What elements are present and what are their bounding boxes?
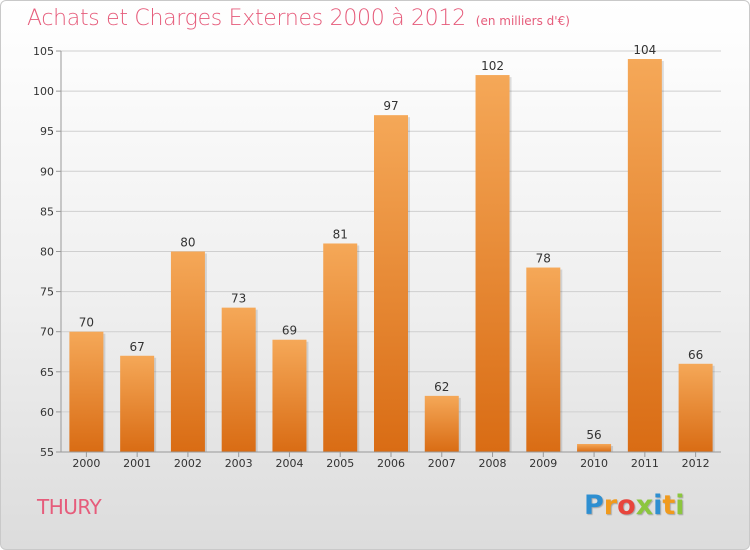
bar-value-label: 67	[130, 340, 145, 354]
logo-letter: r	[603, 490, 618, 521]
x-tick-label: 2002	[174, 457, 202, 470]
y-tick-label: 65	[40, 366, 54, 379]
bars	[69, 59, 715, 453]
x-tick-label: 2009	[529, 457, 557, 470]
bar	[120, 355, 155, 452]
x-tick-label: 2004	[275, 457, 303, 470]
logo-letter: x	[635, 490, 654, 521]
y-tick-label: 100	[33, 85, 54, 98]
x-tick-label: 2005	[326, 457, 354, 470]
bar-value-label: 78	[536, 252, 551, 266]
bar	[475, 75, 510, 452]
bar-value-label: 66	[688, 348, 703, 362]
bar-value-label: 97	[383, 99, 398, 113]
x-tick-label: 2006	[377, 457, 405, 470]
y-tick-label: 80	[40, 246, 54, 259]
chart-title-block: Achats et Charges Externes 2000 à 2012 (e…	[27, 6, 570, 31]
bar-value-label: 62	[434, 380, 449, 394]
bar	[69, 331, 104, 452]
chart-unit: (en milliers d'€)	[475, 14, 570, 28]
chart-title: Achats et Charges Externes 2000 à 2012	[27, 6, 466, 31]
y-tick-label: 95	[40, 125, 54, 138]
bar-value-label: 73	[231, 292, 246, 306]
x-tick-label: 2010	[580, 457, 608, 470]
y-tick-label: 105	[33, 45, 54, 58]
bar-value-label: 104	[633, 43, 656, 57]
y-tick-label: 90	[40, 165, 54, 178]
bar-value-label: 70	[79, 316, 94, 330]
x-tick-label: 2008	[479, 457, 507, 470]
x-tick-label: 2000	[72, 457, 100, 470]
bar	[272, 339, 307, 452]
bar-value-label: 81	[333, 227, 348, 241]
labels: 70 67 80 73 69 81 97 62 102 78 56 104 66	[79, 43, 704, 442]
bar-value-label: 69	[282, 324, 297, 338]
logo-letter: t	[662, 490, 676, 521]
y-tick-label: 60	[40, 406, 54, 419]
y-tick-label: 85	[40, 205, 54, 218]
y-tick-label: 55	[40, 446, 54, 459]
bar	[424, 395, 459, 452]
x-tick-label: 2012	[682, 457, 710, 470]
bar	[170, 251, 205, 452]
bar	[374, 115, 408, 452]
x-tick-label: 2003	[225, 457, 253, 470]
x-tick-label: 2007	[428, 457, 456, 470]
commune-name: THURY	[37, 495, 102, 519]
bar	[323, 243, 358, 452]
bar	[577, 443, 612, 452]
logo-letter: i	[653, 490, 663, 521]
y-tick-label: 75	[40, 286, 54, 299]
logo-letter: i	[675, 490, 685, 521]
bar-value-label: 56	[586, 428, 601, 442]
bar	[678, 363, 713, 452]
x-tick-label: 2001	[123, 457, 151, 470]
logo-letter: P	[584, 490, 604, 521]
proxiti-logo: Proxiti	[584, 490, 685, 521]
bar	[627, 59, 662, 453]
bar-value-label: 80	[180, 236, 195, 250]
bar-value-label: 102	[481, 59, 504, 73]
bar	[221, 307, 256, 452]
x-tick-label: 2011	[631, 457, 659, 470]
bar	[526, 267, 561, 452]
axes: 55 60 65 70 75 80 85 90 95 100 105 2000 2001 2002 2003…	[33, 45, 721, 470]
y-tick-label: 70	[40, 326, 54, 339]
logo-letter: o	[617, 490, 636, 521]
